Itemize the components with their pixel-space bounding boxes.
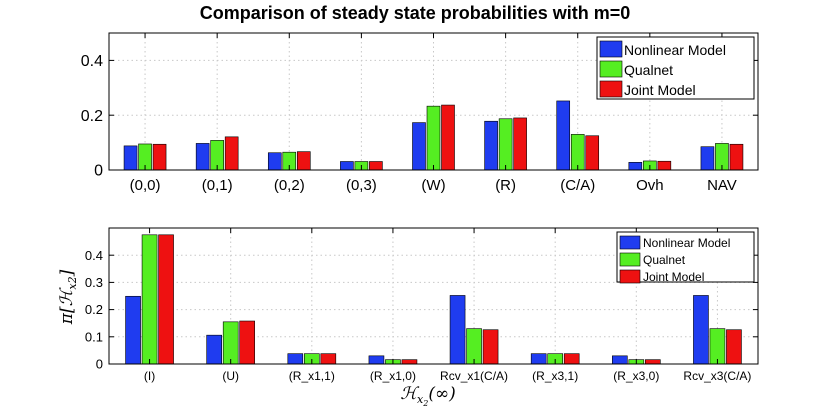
- x-tick-label: (I): [144, 369, 155, 383]
- x-tick-label: (W): [421, 177, 445, 194]
- legend-swatch: [619, 269, 641, 284]
- bar-nonlinear-model: [125, 295, 141, 365]
- svg-text:ℋx2(∞): ℋx2(∞): [400, 384, 456, 408]
- legend-swatch: [599, 40, 623, 58]
- bar-nonlinear-model: [368, 355, 385, 365]
- bar-joint-model: [401, 359, 418, 365]
- x-tick-label: (R): [495, 177, 516, 194]
- legend-swatch: [619, 252, 641, 267]
- y-tick-label: 0.3: [85, 275, 103, 290]
- legend-swatch: [599, 60, 623, 78]
- bar-nonlinear-model: [556, 100, 571, 171]
- bottom-bar-chart: 0 0.1 0.2 0.3 0.4 (I) (U) (R_x1,1) (R_x1,0) Rcv_x…: [85, 227, 759, 383]
- bar-joint-model: [482, 329, 499, 365]
- legend: Nonlinear Model Qualnet Joint Model: [596, 36, 755, 100]
- bar-joint-model: [224, 136, 239, 171]
- y-tick-label: 0: [94, 163, 103, 180]
- bar-joint-model: [441, 104, 455, 171]
- bar-joint-model: [296, 151, 311, 171]
- x-tick-label: (0,0): [130, 177, 161, 194]
- x-tick-label: (C/A): [560, 177, 595, 194]
- y-tick-label: 0.1: [85, 329, 103, 344]
- bar-nonlinear-model: [267, 152, 282, 171]
- bar-qualnet: [709, 328, 726, 365]
- bar-nonlinear-model: [484, 120, 498, 171]
- bar-joint-model: [152, 143, 167, 171]
- bar-nonlinear-model: [206, 334, 222, 365]
- legend-label: Joint Model: [643, 270, 704, 284]
- y-tick-label: 0.2: [85, 302, 103, 317]
- y-tick-label: 0.2: [81, 108, 103, 125]
- bar-joint-model: [239, 320, 255, 365]
- bar-nonlinear-model: [693, 295, 709, 365]
- x-tick-label: (0,1): [202, 177, 233, 194]
- y-tick-label: 0.4: [85, 248, 103, 263]
- bar-qualnet: [222, 321, 239, 365]
- x-tick-label: Ovh: [636, 177, 664, 194]
- x-tick-label: Rcv_x3(C/A): [683, 369, 751, 383]
- x-tick-label: (U): [222, 369, 239, 383]
- svg-text:π[ℋx2]: π[ℋx2]: [57, 269, 79, 325]
- bar-nonlinear-model: [123, 145, 138, 171]
- x-tick-label: NAV: [707, 177, 737, 194]
- legend-label: Joint Model: [624, 82, 696, 98]
- bar-nonlinear-model: [449, 295, 466, 365]
- x-tick-label: (R_x1,1): [289, 369, 335, 383]
- bar-qualnet: [570, 134, 585, 171]
- bar-qualnet: [426, 105, 441, 171]
- bar-joint-model: [513, 117, 527, 171]
- y-tick-label: 0: [96, 357, 103, 372]
- x-axis-label: ℋx2(∞): [400, 384, 456, 408]
- chart-title: Comparison of steady state probabilities…: [200, 3, 631, 23]
- legend-swatch: [599, 80, 623, 98]
- bar-joint-model: [158, 234, 174, 365]
- top-bar-chart: 0 0.2 0.4 (0,0) (0,1) (0,2) (0,3) (W) (R) (C/A) Ov…: [81, 32, 759, 194]
- bar-qualnet: [498, 118, 513, 171]
- bar-nonlinear-model: [612, 355, 628, 365]
- legend-box: [596, 36, 755, 100]
- x-tick-label: (R_x3,0): [613, 369, 659, 383]
- bar-joint-model: [563, 353, 580, 365]
- legend-label: Nonlinear Model: [624, 42, 726, 58]
- x-tick-label: (0,3): [346, 177, 377, 194]
- x-tick-label: (0,2): [274, 177, 305, 194]
- bar-nonlinear-model: [412, 122, 426, 171]
- bar-joint-model: [645, 359, 661, 365]
- x-tick-label: Rcv_x1(C/A): [440, 369, 508, 383]
- bar-qualnet: [141, 234, 158, 365]
- bar-joint-model: [726, 329, 742, 365]
- bar-qualnet: [466, 328, 482, 365]
- y-axis-label: π[ℋx2]: [57, 269, 79, 325]
- bar-nonlinear-model: [530, 353, 547, 365]
- x-tick-label: (R_x1,0): [370, 369, 416, 383]
- bar-joint-model: [657, 160, 672, 171]
- axes-frame: [108, 227, 759, 365]
- bar-nonlinear-model: [628, 162, 643, 171]
- legend: Nonlinear Model Qualnet Joint Model: [616, 231, 755, 284]
- bar-joint-model: [585, 135, 600, 171]
- bar-joint-model: [729, 143, 744, 171]
- bar-nonlinear-model: [287, 353, 304, 365]
- bar-nonlinear-model: [195, 143, 210, 171]
- legend-swatch: [619, 235, 641, 250]
- legend-label: Qualnet: [624, 62, 673, 78]
- bar-joint-model: [320, 353, 337, 365]
- bar-nonlinear-model: [340, 161, 354, 171]
- x-tick-label: (R_x3,1): [532, 369, 578, 383]
- y-tick-label: 0.4: [81, 53, 103, 70]
- legend-label: Nonlinear Model: [643, 236, 730, 250]
- legend-label: Qualnet: [643, 253, 686, 267]
- bar-joint-model: [369, 161, 383, 171]
- bar-nonlinear-model: [700, 146, 715, 171]
